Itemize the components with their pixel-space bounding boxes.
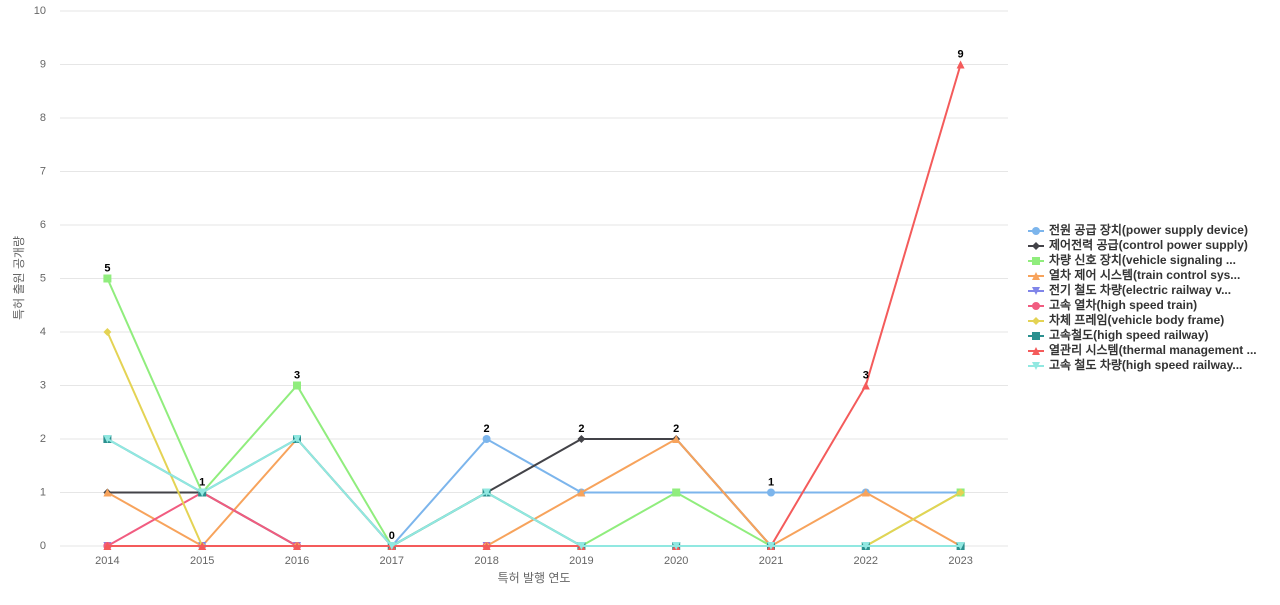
x-tick-label: 2023 [948,555,972,567]
legend-marker [1032,272,1040,280]
y-tick-label: 0 [40,540,46,552]
data-point [103,488,112,497]
y-axis-title: 특허 출원 공개량 [12,236,26,320]
x-tick-label: 2020 [664,555,688,567]
x-tick-label: 2016 [285,555,309,567]
y-tick-label: 6 [40,219,46,231]
data-label: 5 [104,262,110,274]
data-label: 9 [958,48,964,60]
data-label: 2 [484,423,490,435]
data-point [293,542,301,550]
legend-marker [1032,332,1040,340]
y-tick-label: 2 [40,433,46,445]
legend-marker [1032,227,1040,235]
data-point [956,488,965,497]
data-point [103,435,112,443]
y-tick-label: 4 [40,326,46,338]
legend-marker [1032,302,1040,310]
series-line [106,437,961,548]
data-point [672,435,681,443]
x-axis-title: 특허 발행 연도 [498,570,571,585]
data-point [103,542,112,550]
legend-label[interactable]: 열관리 시스템(thermal management ... [1049,342,1257,357]
legend-marker [1032,347,1040,355]
data-point [577,488,586,497]
y-tick-label: 3 [40,379,46,391]
legend-label[interactable]: 전원 공급 장치(power supply device) [1049,222,1248,237]
data-point [672,488,681,497]
series-line [107,64,962,547]
data-point [861,381,870,390]
data-point [956,542,965,550]
data-label: 0 [389,530,395,542]
data-point [293,435,301,443]
data-label: 3 [863,369,869,381]
x-tick-label: 2022 [854,555,878,567]
x-tick-label: 2021 [759,555,783,567]
legend-marker [1032,362,1040,370]
data-point [861,488,870,497]
data-label: 1 [199,476,205,488]
data-label: 1 [768,476,774,488]
y-tick-label: 7 [40,165,46,177]
data-label: 2 [578,423,584,435]
data-point [387,542,396,550]
legend-label[interactable]: 제어전력 공급(control power supply) [1049,237,1248,252]
data-label: 2 [673,423,679,435]
legend-marker [1032,242,1040,250]
data-point [293,381,301,390]
data-point [577,542,586,550]
data-point [482,542,491,550]
legend-label[interactable]: 열차 제어 시스템(train control sys... [1049,267,1240,282]
legend-label[interactable]: 전기 철도 차량(electric railway v... [1049,282,1231,297]
legend-label[interactable]: 고속철도(high speed railway) [1049,327,1209,342]
x-tick-label: 2019 [569,555,593,567]
data-point [103,274,112,283]
legend-marker [1032,317,1040,325]
y-tick-label: 9 [40,58,46,70]
y-tick-label: 1 [40,486,46,498]
data-point [198,542,207,550]
y-tick-label: 8 [40,112,46,124]
x-tick-label: 2017 [380,555,404,567]
data-point [482,488,491,497]
legend-marker [1032,287,1040,295]
legend-marker [1032,257,1040,265]
y-tick-label: 10 [34,5,46,17]
x-tick-label: 2014 [95,555,119,567]
legend-label[interactable]: 고속 철도 차량(high speed railway... [1049,357,1242,372]
data-point [103,328,112,336]
y-tick-label: 5 [40,272,46,284]
legend-label[interactable]: 차체 프레임(vehicle body frame) [1049,312,1224,327]
data-point [767,542,775,550]
data-point [577,435,586,443]
legend-label[interactable]: 고속 열차(high speed train) [1049,297,1197,312]
data-label: 3 [294,369,300,381]
series-line [106,278,962,548]
data-point [672,542,681,550]
data-point [767,488,775,497]
x-tick-label: 2018 [474,555,498,567]
data-point [198,488,207,497]
data-point [956,60,965,69]
legend-label[interactable]: 차량 신호 장치(vehicle signaling ... [1049,252,1236,267]
data-point [482,435,491,443]
data-point [861,542,870,550]
x-tick-label: 2015 [190,555,214,567]
